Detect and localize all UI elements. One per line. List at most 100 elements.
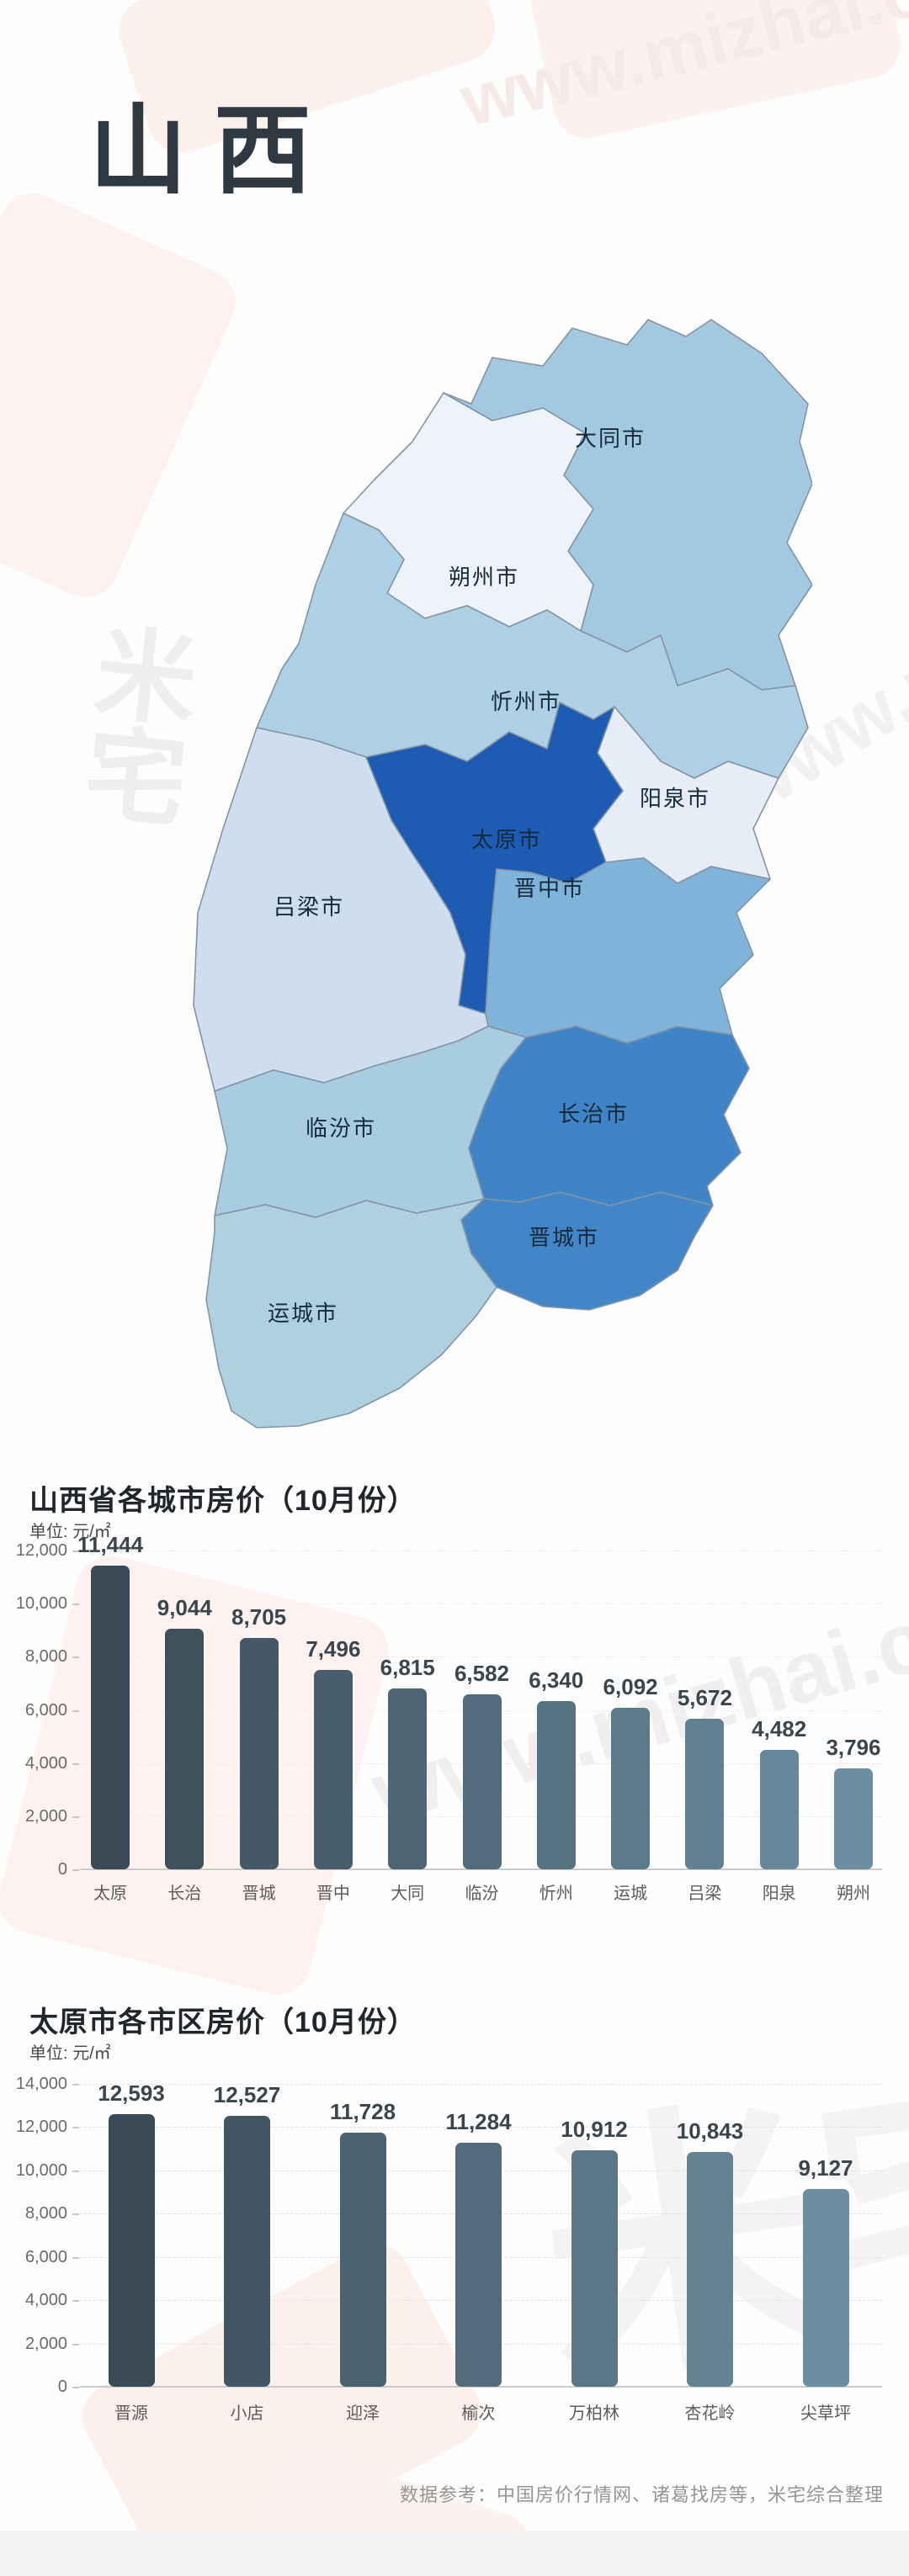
bar — [462, 1694, 502, 1869]
bar-value-label: 6,582 — [454, 1661, 510, 1687]
bar — [224, 2115, 270, 2387]
bar-value-label: 11,444 — [77, 1531, 144, 1557]
page-title: 山西 — [89, 98, 338, 206]
y-axis-tick-label: 4,000 — [24, 2291, 67, 2310]
y-axis-tick-label: 10,000 — [15, 2160, 67, 2180]
gridline — [80, 2127, 882, 2128]
bar-category-label: 临汾 — [465, 1884, 499, 1903]
bar-value-label: 6,092 — [603, 1673, 658, 1699]
gridline — [80, 1550, 882, 1551]
y-axis-tick-mark — [72, 2300, 79, 2303]
bar-value-label: 10,912 — [561, 2117, 628, 2143]
bar-value-label: 5,672 — [677, 1684, 732, 1710]
bar-category-label: 运城 — [614, 1884, 648, 1903]
y-axis-tick-label: 14,000 — [15, 2075, 67, 2093]
shanxi-choropleth-map: 大同市 朔州市 忻州市 阳泉市 太原市 晋中市 吕梁市 临汾市 长治市 晋城市 运城市 — [88, 307, 812, 1434]
bar-category-label: 万柏林 — [569, 2404, 619, 2423]
watermark-url-text: www.mizhai.com — [453, 0, 909, 143]
chart-taiyuan-district-prices: 太原市各市区房价（10月份） 单位: 元/㎡ 0 2,000 4,000 6,000 8… — [0, 1999, 909, 2470]
bar — [611, 1707, 651, 1869]
bar-category-label: 大同 — [391, 1884, 425, 1903]
y-axis-tick-mark — [72, 1869, 79, 1871]
map-region-label-3: 阳泉市 — [640, 786, 710, 811]
gridline — [80, 1656, 882, 1658]
bar-value-label: 4,482 — [752, 1716, 807, 1742]
y-axis-tick-mark — [72, 1762, 79, 1765]
y-axis-tick-label: 4,000 — [24, 1753, 67, 1773]
bar-category-label: 迎泽 — [346, 2404, 380, 2423]
y-axis-tick-label: 0 — [57, 1860, 67, 1879]
y-axis-tick-mark — [72, 2256, 79, 2259]
bar — [239, 1638, 279, 1869]
y-axis-tick-mark — [72, 1656, 79, 1659]
map-region-label-6: 吕梁市 — [274, 894, 344, 920]
bar — [759, 1750, 799, 1869]
y-axis-tick-mark — [72, 1709, 79, 1712]
map-region-label-7: 临汾市 — [306, 1116, 376, 1141]
bar — [165, 1629, 205, 1869]
chart-province-prices: 山西省各城市房价（10月份） 单位: 元/㎡ 0 2,000 4,000 6,000 8… — [0, 1477, 909, 1948]
bar-value-label: 10,843 — [676, 2118, 744, 2144]
bar-value-label: 8,705 — [231, 1604, 287, 1630]
bar — [108, 2114, 155, 2387]
chart-title: 太原市各市区房价（10月份） — [29, 2006, 417, 2038]
y-axis-tick-label: 10,000 — [15, 1594, 67, 1614]
watermark-blob — [524, 0, 907, 145]
x-axis-line — [80, 1868, 882, 1870]
bar-category-label: 小店 — [230, 2404, 264, 2423]
bar-category-label: 阳泉 — [762, 1884, 796, 1903]
y-axis-tick-mark — [72, 2213, 79, 2216]
map-region-label-4: 太原市 — [471, 827, 542, 852]
gridline — [80, 2084, 882, 2085]
map-region-label-2: 忻州市 — [491, 689, 561, 714]
bar — [455, 2142, 502, 2387]
bar-value-label: 12,593 — [98, 2080, 165, 2107]
map-region-label-5: 晋中市 — [514, 876, 585, 901]
y-axis-tick-label: 2,000 — [24, 1806, 67, 1826]
y-axis-tick-mark — [72, 1815, 79, 1818]
bar-value-label: 6,340 — [529, 1667, 584, 1693]
bar — [685, 1718, 725, 1869]
bar — [834, 1768, 873, 1869]
bar-category-label: 朔州 — [837, 1884, 870, 1903]
y-axis-tick-mark — [72, 2170, 79, 2172]
bar — [339, 2133, 386, 2387]
bar-value-label: 9,127 — [798, 2155, 853, 2181]
y-axis-tick-label: 6,000 — [24, 1700, 67, 1720]
bar — [536, 1700, 576, 1869]
bottom-band — [0, 2531, 909, 2576]
y-axis-tick-label: 8,000 — [24, 2204, 67, 2224]
chart-unit-label: 单位: 元/㎡ — [29, 1523, 111, 1541]
y-axis-tick-label: 8,000 — [24, 1647, 67, 1667]
y-axis-tick-mark — [72, 2084, 79, 2086]
chart-title: 山西省各城市房价（10月份） — [29, 1485, 417, 1517]
map-region-label-9: 晋城市 — [529, 1225, 599, 1250]
bar — [313, 1670, 353, 1869]
y-axis-tick-label: 0 — [57, 2377, 67, 2396]
map-region-label-1: 朔州市 — [449, 564, 519, 590]
bar — [687, 2152, 733, 2387]
bar-value-label: 3,796 — [826, 1735, 881, 1761]
bar-category-label: 尖草坪 — [800, 2404, 851, 2423]
bar-value-label: 11,284 — [445, 2108, 512, 2134]
data-source-note: 数据参考：中国房价行情网、诸葛找房等，米宅综合整理 — [399, 2484, 884, 2505]
y-axis-tick-mark — [72, 1603, 79, 1606]
map-region-label-0: 大同市 — [575, 426, 646, 451]
y-axis-tick-mark — [72, 2343, 79, 2345]
chart-unit-label: 单位: 元/㎡ — [29, 2044, 111, 2063]
bar — [388, 1688, 428, 1869]
y-axis-tick-mark — [72, 2387, 79, 2388]
bar-category-label: 杏花岭 — [684, 2404, 736, 2423]
bar-category-label: 榆次 — [461, 2404, 496, 2423]
map-region-9 — [460, 1191, 714, 1311]
y-axis-tick-label: 6,000 — [24, 2247, 67, 2266]
bar-category-label: 晋源 — [114, 2404, 148, 2423]
gridline — [80, 1603, 882, 1605]
y-axis-tick-label: 2,000 — [24, 2334, 67, 2353]
y-axis-tick-mark — [72, 2127, 79, 2129]
bar — [802, 2189, 849, 2387]
map-region-label-8: 长治市 — [558, 1101, 629, 1126]
bar-value-label: 11,728 — [329, 2099, 396, 2125]
y-axis-tick-label: 12,000 — [15, 2118, 67, 2137]
